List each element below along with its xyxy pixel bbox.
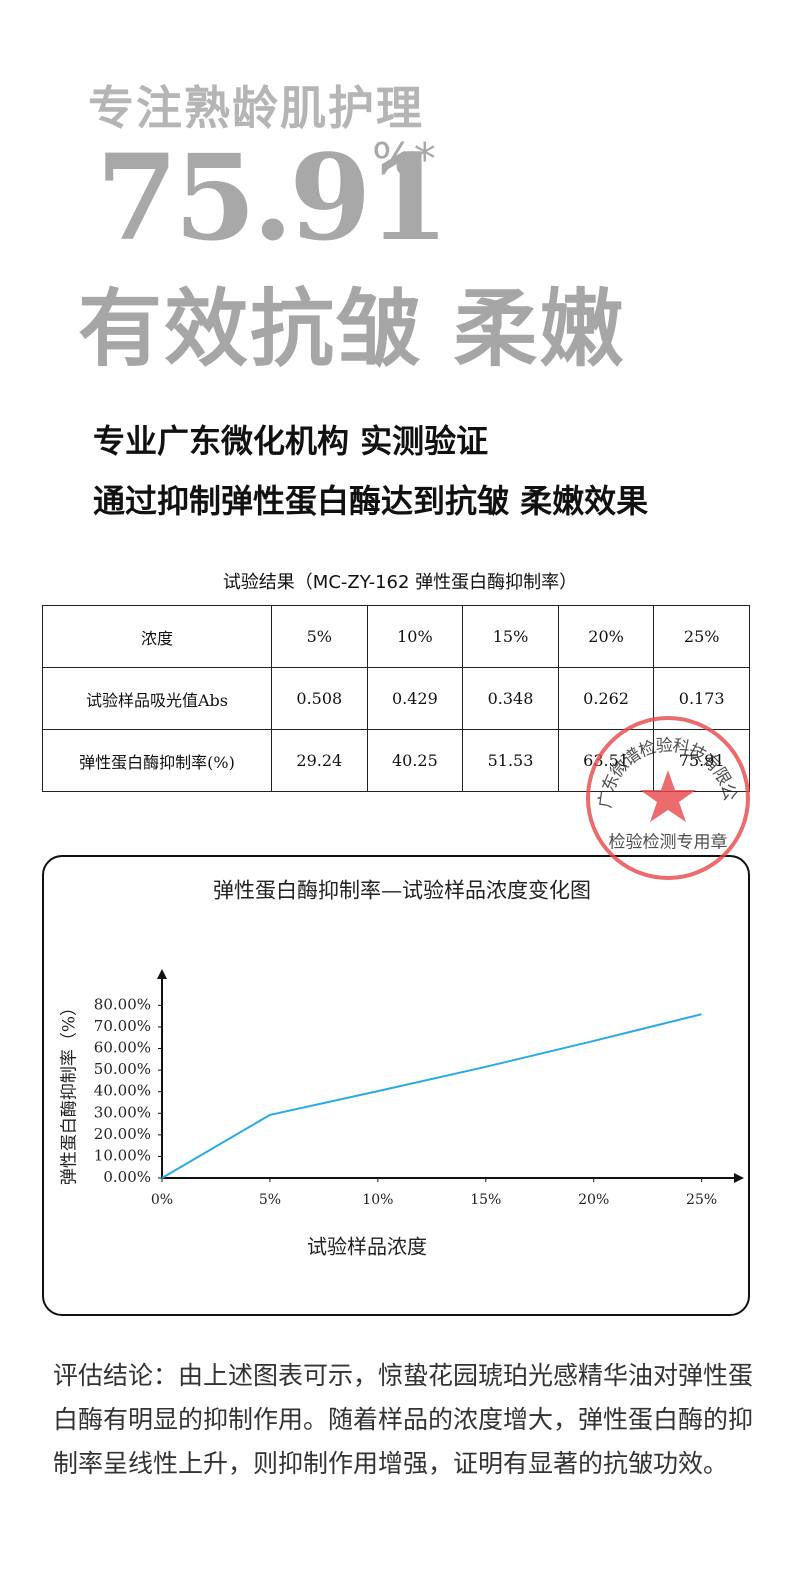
table-cell: 0.348 [462, 667, 559, 730]
y-tick-label: 50.00% [94, 1060, 151, 1078]
table-cell: 10% [366, 605, 464, 668]
data-line [161, 1013, 702, 1179]
table-row: 试验样品吸光值Abs 0.508 0.429 0.348 0.262 0.173 [42, 667, 750, 730]
table-cell: 0.262 [557, 667, 655, 730]
tagline: 专注熟龄肌护理 [88, 81, 424, 135]
table-cell: 0.508 [271, 667, 368, 730]
table-cell: 20% [557, 605, 655, 668]
y-tick-label: 20.00% [94, 1125, 151, 1143]
chart-frame: 弹性蛋白酶抑制率—试验样品浓度变化图试验样品浓度 弹性蛋白酶抑制率（%） 0.00%… [42, 855, 750, 1316]
x-axis-arrow [734, 1173, 744, 1183]
table-cell: 0.429 [366, 667, 464, 730]
stamp-star [640, 770, 696, 822]
table-cell: 试验样品吸光值Abs [42, 667, 272, 730]
table-cell: 40.25 [366, 729, 464, 792]
headline: 有效抗皱 柔嫩 [78, 279, 626, 378]
x-tick-label: 25% [686, 1192, 717, 1208]
y-axis-arrow [157, 969, 167, 979]
table-cell: 29.24 [271, 729, 368, 792]
table-cell: 5% [271, 605, 368, 668]
table-title: 试验结果（MC-ZY-162 弹性蛋白酶抑制率） [222, 572, 578, 593]
stamp-subtext: 检验检测专用章 [609, 833, 728, 853]
y-tick-label: 10.00% [94, 1146, 151, 1164]
x-tick-label: 10% [362, 1192, 393, 1208]
x-tick-label: 5% [259, 1192, 281, 1208]
table-cell: 0.173 [653, 667, 750, 730]
table-row: 浓度 5% 10% 15% 20% 25% [42, 605, 750, 668]
table-cell: 弹性蛋白酶抑制率(%) [42, 729, 272, 792]
x-axis-label: 试验样品浓度 [307, 1235, 427, 1259]
y-axis-label: 弹性蛋白酶抑制率（%） [60, 999, 80, 1185]
chart-title: 弹性蛋白酶抑制率—试验样品浓度变化图 [213, 879, 591, 903]
stat-unit: %* [372, 134, 436, 185]
y-tick-label: 70.00% [94, 1017, 151, 1035]
stamp: 广东微谱检验科技有限公司 检验检测专用章 [578, 708, 750, 880]
x-tick-label: 20% [578, 1192, 609, 1208]
table-cell: 浓度 [42, 605, 272, 668]
table-row: 弹性蛋白酶抑制率(%) 29.24 40.25 51.53 63.51 75.91 [42, 729, 750, 792]
table-cell: 63.51 [557, 729, 655, 792]
claim: 通过抑制弹性蛋白酶达到抗皱 柔嫩效果 [93, 482, 649, 520]
table-cell: 51.53 [462, 729, 559, 792]
stat: 75.91 [96, 128, 449, 267]
conclusion: 评估结论：由上述图表可示，惊蛰花园琥珀光感精华油对弹性蛋白酶有明显的抑制作用。随… [53, 1361, 754, 1478]
x-tick-label: 0% [151, 1192, 173, 1208]
y-tick-label: 80.00% [94, 995, 151, 1013]
stamp-ring [586, 716, 750, 880]
y-tick-label: 60.00% [94, 1039, 151, 1057]
claim: 专业广东微化机构 实测验证 [93, 422, 489, 460]
x-tick-label: 15% [470, 1192, 501, 1208]
y-tick-label: 0.00% [103, 1168, 151, 1186]
table-cell: 15% [462, 605, 559, 668]
result-table: 浓度 5% 10% 15% 20% 25% 试验样品吸光值Abs 0.508 0.429 0.34… [42, 605, 750, 792]
table-cell: 25% [653, 605, 750, 668]
y-tick-label: 30.00% [94, 1103, 151, 1121]
y-tick-label: 40.00% [94, 1082, 151, 1100]
